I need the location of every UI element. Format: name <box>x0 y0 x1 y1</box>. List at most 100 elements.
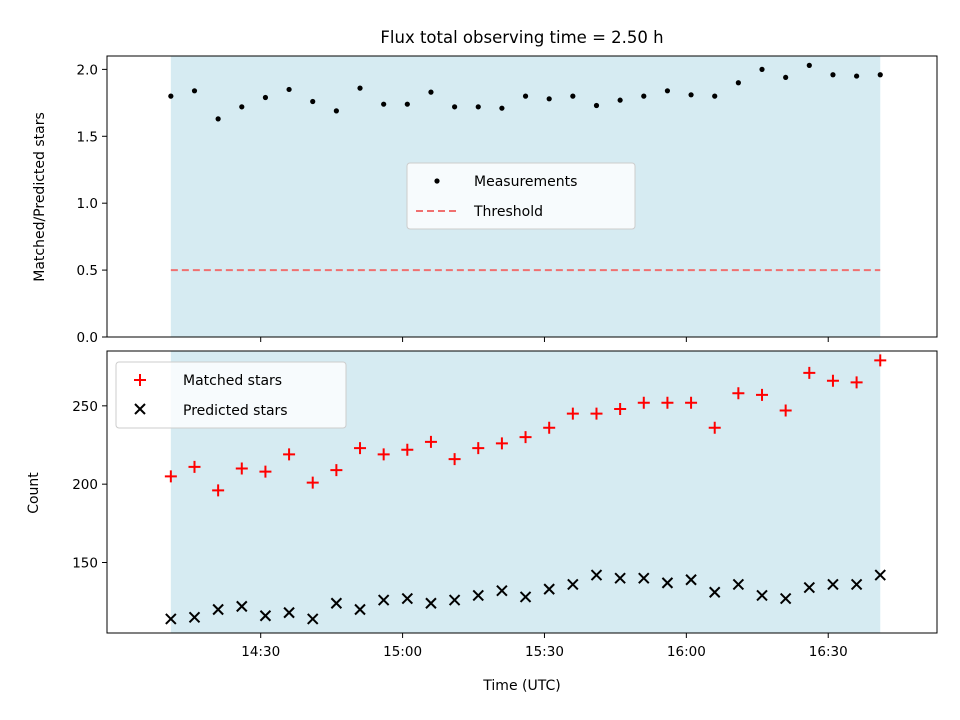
measurement-point <box>522 93 529 99</box>
matched-stars-point <box>543 421 556 434</box>
measurement-point <box>333 108 339 114</box>
legend-matched-marker <box>134 374 146 386</box>
measurement-point <box>617 97 623 103</box>
predicted-stars-point <box>614 572 626 584</box>
predicted-stars-point <box>709 586 721 598</box>
predicted-stars-point <box>803 581 816 594</box>
bottom-legend: Matched stars Predicted stars <box>115 361 347 429</box>
bottom-y-axis-label: Count <box>26 472 42 514</box>
predicted-stars-point <box>756 589 768 602</box>
top-y-axis-label: Matched/Predicted stars <box>32 112 48 282</box>
matched-stars-point <box>590 407 603 420</box>
measurement-point <box>215 116 221 122</box>
matched-stars-point <box>401 443 414 456</box>
matched-stars-point <box>283 448 296 461</box>
measurement-point <box>783 74 789 81</box>
measurement-point <box>830 72 836 78</box>
measurement-point <box>759 66 765 72</box>
matched-stars-point <box>874 354 887 367</box>
top-legend-box <box>406 162 636 230</box>
predicted-stars-point <box>472 589 484 602</box>
predicted-stars-point <box>259 610 272 622</box>
matched-stars-point <box>850 376 863 389</box>
x-tick-label: 15:00 <box>383 644 422 660</box>
matched-stars-point <box>259 465 272 478</box>
top-panel: 0.00.51.01.52.0 Matched/Predicted stars … <box>32 55 938 346</box>
predicted-stars-point <box>401 592 414 605</box>
predicted-stars-point <box>283 606 295 619</box>
predicted-stars-point <box>377 594 390 606</box>
predicted-stars-point <box>543 583 555 595</box>
legend-predicted-label: Predicted stars <box>183 403 288 419</box>
x-tick-label: 16:00 <box>667 644 706 660</box>
predicted-stars-point <box>165 613 177 625</box>
measurement-point <box>239 104 245 110</box>
measurement-point <box>664 88 671 94</box>
matched-stars-point <box>756 388 769 401</box>
legend-predicted-marker <box>134 403 146 415</box>
matched-stars-point <box>566 407 579 420</box>
predicted-stars-point <box>638 572 650 584</box>
matched-stars-point <box>472 442 485 455</box>
legend-threshold-label: Threshold <box>473 204 543 220</box>
bottom-axes-frame <box>106 350 938 634</box>
legend-matched-label: Matched stars <box>183 373 282 389</box>
measurement-point <box>475 104 481 110</box>
bottom-legend-box <box>115 361 347 429</box>
top-x-ticks <box>260 337 829 342</box>
matched-stars-point <box>330 464 343 477</box>
predicted-stars-point <box>425 597 437 609</box>
measurement-point <box>191 88 198 94</box>
predicted-stars-point <box>779 592 792 605</box>
top-y-tick-label: 2.0 <box>77 62 98 78</box>
matched-stars-point <box>354 442 367 455</box>
measurement-point <box>546 96 552 102</box>
matched-stars-point <box>614 402 627 415</box>
matched-stars-point <box>732 387 745 400</box>
matched-stars-point <box>235 462 248 475</box>
x-tick-label: 16:30 <box>809 644 848 660</box>
measurement-point <box>688 92 694 98</box>
matched-stars-point <box>779 404 792 417</box>
measurement-point <box>428 89 434 95</box>
predicted-stars-point <box>732 578 745 591</box>
measurement-point <box>404 101 410 107</box>
predicted-stars-point <box>850 578 863 591</box>
predicted-stars-point <box>307 613 319 625</box>
measurement-point <box>310 98 316 105</box>
top-y-tick-label: 0.5 <box>77 263 98 279</box>
matched-stars-point <box>306 476 319 489</box>
matched-stars-point <box>164 470 177 483</box>
top-panel-marks <box>168 62 883 272</box>
matched-stars-point <box>685 396 698 409</box>
matched-stars-point <box>826 374 839 387</box>
predicted-stars-point <box>188 611 201 624</box>
predicted-stars-point <box>590 569 603 581</box>
matched-stars-point <box>803 366 816 379</box>
matched-stars-point <box>448 453 461 466</box>
measurement-point <box>641 93 647 99</box>
measurement-point <box>168 93 174 99</box>
bottom-x-ticks: 14:30 15:00 15:30 16:00 16:30 <box>241 633 848 660</box>
predicted-stars-point <box>827 578 839 591</box>
x-tick-label: 14:30 <box>241 644 280 660</box>
top-y-tick-label: 1.5 <box>77 129 98 145</box>
x-axis-label: Time (UTC) <box>482 678 560 694</box>
measurement-point <box>854 73 860 79</box>
measurement-point <box>499 105 505 111</box>
measurement-point <box>381 101 387 107</box>
measurement-point <box>452 104 458 110</box>
predicted-stars-point <box>661 577 674 589</box>
top-y-ticks: 0.0 0.5 1.0 1.5 2.0 <box>77 62 107 346</box>
matched-stars-point <box>424 435 437 448</box>
predicted-stars-point <box>236 600 248 613</box>
matched-stars-point <box>377 448 390 461</box>
legend-measurements-label: Measurements <box>474 174 577 190</box>
bottom-y-ticks: 150 200 250 <box>72 399 107 572</box>
bottom-panel-marks <box>164 354 887 625</box>
predicted-stars-point <box>874 569 886 581</box>
measurement-point <box>286 86 292 93</box>
x-tick-label: 15:30 <box>525 644 564 660</box>
predicted-stars-point <box>519 591 532 603</box>
